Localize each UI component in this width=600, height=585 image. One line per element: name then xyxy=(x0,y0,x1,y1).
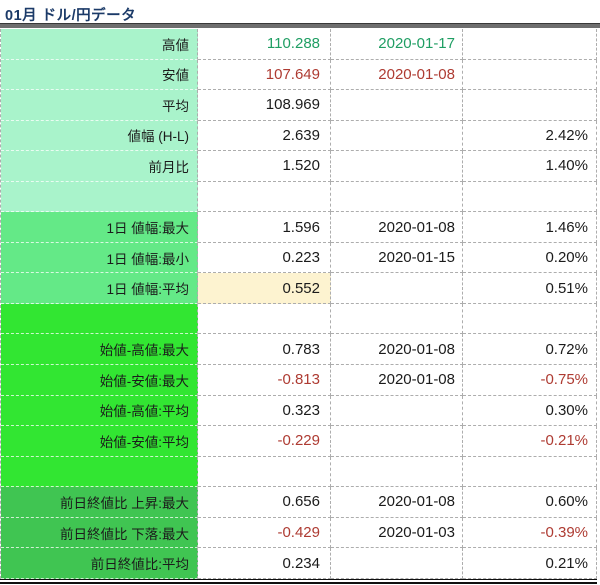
row-label xyxy=(1,456,198,488)
date-cell xyxy=(331,395,463,427)
row-label: 1日 値幅:平均 xyxy=(1,273,198,304)
table-row: 値幅 (H-L) 2.639 2.42% xyxy=(1,120,598,152)
percent-cell xyxy=(463,181,597,213)
table-row: 始値-安値:最大 -0.813 2020-01-08 -0.75% xyxy=(1,365,598,396)
date-cell: 2020-01-08 xyxy=(331,365,463,396)
value-cell: 1.520 xyxy=(198,151,331,182)
percent-cell: 1.46% xyxy=(463,212,597,243)
value-cell: -0.429 xyxy=(198,517,331,549)
table-row xyxy=(1,181,598,213)
percent-cell xyxy=(463,59,597,91)
percent-cell xyxy=(463,456,597,488)
table-row: 安値 107.649 2020-01-08 xyxy=(1,59,598,91)
percent-cell: 0.51% xyxy=(463,273,597,304)
row-label: 安値 xyxy=(1,59,198,91)
percent-cell: 0.72% xyxy=(463,334,597,366)
value-cell: -0.813 xyxy=(198,365,331,396)
value-cell: 1.596 xyxy=(198,212,331,243)
value-cell: 0.656 xyxy=(198,487,331,518)
table-row: 平均 108.969 xyxy=(1,90,598,121)
date-cell xyxy=(331,181,463,213)
value-cell: 0.323 xyxy=(198,395,331,427)
value-cell: 0.783 xyxy=(198,334,331,366)
percent-cell: 0.21% xyxy=(463,548,597,579)
page-title: 01月 ドル/円データ xyxy=(5,8,137,24)
percent-cell: 0.60% xyxy=(463,487,597,518)
percent-cell: -0.75% xyxy=(463,365,597,396)
value-cell: -0.229 xyxy=(198,426,331,457)
row-label: 1日 値幅:最大 xyxy=(1,212,198,243)
value-cell xyxy=(198,456,331,488)
table-row xyxy=(1,456,598,488)
row-label: 始値-高値:最大 xyxy=(1,334,198,366)
date-cell: 2020-01-15 xyxy=(331,242,463,274)
row-label: 値幅 (H-L) xyxy=(1,120,198,152)
date-cell: 2020-01-03 xyxy=(331,517,463,549)
table-bottom-border xyxy=(0,578,597,584)
title-underline xyxy=(0,23,600,28)
value-cell xyxy=(198,181,331,213)
row-label: 始値-高値:平均 xyxy=(1,395,198,427)
percent-cell: 1.40% xyxy=(463,151,597,182)
row-label xyxy=(1,303,198,335)
value-cell: 107.649 xyxy=(198,59,331,91)
value-cell: 110.288 xyxy=(198,29,331,60)
date-cell xyxy=(331,456,463,488)
row-label: 前日終値比 下落:最大 xyxy=(1,517,198,549)
table-row: 高値 110.288 2020-01-17 xyxy=(1,29,598,60)
date-cell xyxy=(331,426,463,457)
table-row: 前日終値比 下落:最大 -0.429 2020-01-03 -0.39% xyxy=(1,517,598,549)
percent-cell xyxy=(463,29,597,60)
table-row: 始値-高値:最大 0.783 2020-01-08 0.72% xyxy=(1,334,598,366)
date-cell xyxy=(331,548,463,579)
percent-cell: 0.30% xyxy=(463,395,597,427)
percent-cell: 2.42% xyxy=(463,120,597,152)
table-row: 1日 値幅:平均 0.552 0.51% xyxy=(1,273,598,304)
table-row: 始値-安値:平均 -0.229 -0.21% xyxy=(1,426,598,457)
value-cell: 0.552 xyxy=(198,273,331,304)
date-cell xyxy=(331,303,463,335)
table-row: 前日終値比 上昇:最大 0.656 2020-01-08 0.60% xyxy=(1,487,598,518)
row-label: 平均 xyxy=(1,90,198,121)
value-cell: 0.223 xyxy=(198,242,331,274)
percent-cell: -0.21% xyxy=(463,426,597,457)
table-row: 1日 値幅:最大 1.596 2020-01-08 1.46% xyxy=(1,212,598,243)
value-cell: 2.639 xyxy=(198,120,331,152)
date-cell: 2020-01-08 xyxy=(331,487,463,518)
row-label: 前月比 xyxy=(1,151,198,182)
fx-data-table: 高値 110.288 2020-01-17 安値 107.649 2020-01… xyxy=(0,29,598,579)
row-label: 高値 xyxy=(1,29,198,60)
date-cell xyxy=(331,151,463,182)
percent-cell: 0.20% xyxy=(463,242,597,274)
row-label xyxy=(1,181,198,213)
row-label: 前日終値比 上昇:最大 xyxy=(1,487,198,518)
date-cell xyxy=(331,120,463,152)
value-cell: 108.969 xyxy=(198,90,331,121)
percent-cell: -0.39% xyxy=(463,517,597,549)
table-row: 前日終値比:平均 0.234 0.21% xyxy=(1,548,598,579)
date-cell: 2020-01-08 xyxy=(331,334,463,366)
table-row: 前月比 1.520 1.40% xyxy=(1,151,598,182)
table-row xyxy=(1,303,598,335)
row-label: 始値-安値:平均 xyxy=(1,426,198,457)
value-cell: 0.234 xyxy=(198,548,331,579)
percent-cell xyxy=(463,303,597,335)
table-row: 始値-高値:平均 0.323 0.30% xyxy=(1,395,598,427)
date-cell xyxy=(331,90,463,121)
percent-cell xyxy=(463,90,597,121)
date-cell xyxy=(331,273,463,304)
date-cell: 2020-01-08 xyxy=(331,59,463,91)
row-label: 1日 値幅:最小 xyxy=(1,242,198,274)
row-label: 前日終値比:平均 xyxy=(1,548,198,579)
date-cell: 2020-01-08 xyxy=(331,212,463,243)
table-row: 1日 値幅:最小 0.223 2020-01-15 0.20% xyxy=(1,242,598,274)
date-cell: 2020-01-17 xyxy=(331,29,463,60)
value-cell xyxy=(198,303,331,335)
row-label: 始値-安値:最大 xyxy=(1,365,198,396)
